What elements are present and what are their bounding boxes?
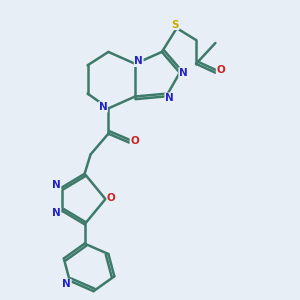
- Text: N: N: [62, 279, 71, 289]
- Text: N: N: [165, 93, 174, 103]
- Text: S: S: [172, 20, 179, 30]
- Text: N: N: [179, 68, 188, 78]
- Text: N: N: [99, 102, 107, 112]
- Text: N: N: [52, 208, 61, 218]
- Text: N: N: [134, 56, 143, 66]
- Text: O: O: [216, 65, 225, 75]
- Text: N: N: [52, 180, 61, 190]
- Text: O: O: [130, 136, 139, 146]
- Text: O: O: [107, 193, 116, 202]
